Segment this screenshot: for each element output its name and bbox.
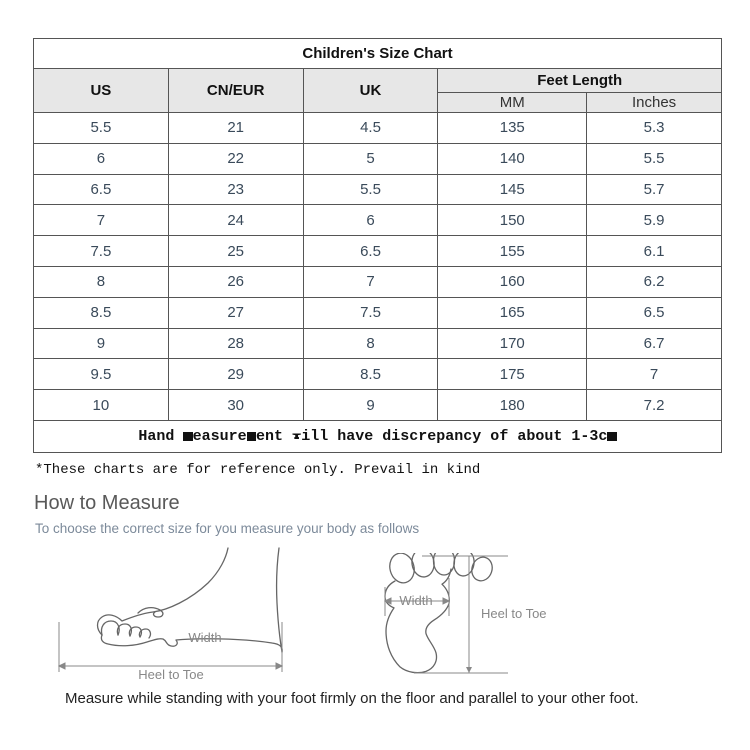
svg-text:Width: Width — [188, 630, 221, 645]
svg-text:Width: Width — [399, 593, 432, 608]
svg-text:Heel to Toe: Heel to Toe — [138, 667, 204, 680]
svg-text:Heel to Toe: Heel to Toe — [481, 606, 547, 621]
